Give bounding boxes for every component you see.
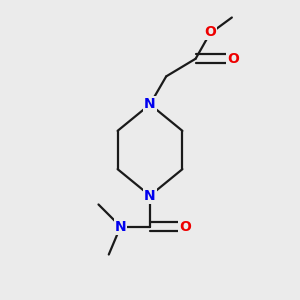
Text: O: O bbox=[204, 25, 216, 39]
Text: N: N bbox=[144, 189, 156, 202]
Text: N: N bbox=[115, 220, 126, 234]
Text: O: O bbox=[227, 52, 239, 66]
Text: N: N bbox=[144, 98, 156, 111]
Text: O: O bbox=[179, 220, 191, 234]
